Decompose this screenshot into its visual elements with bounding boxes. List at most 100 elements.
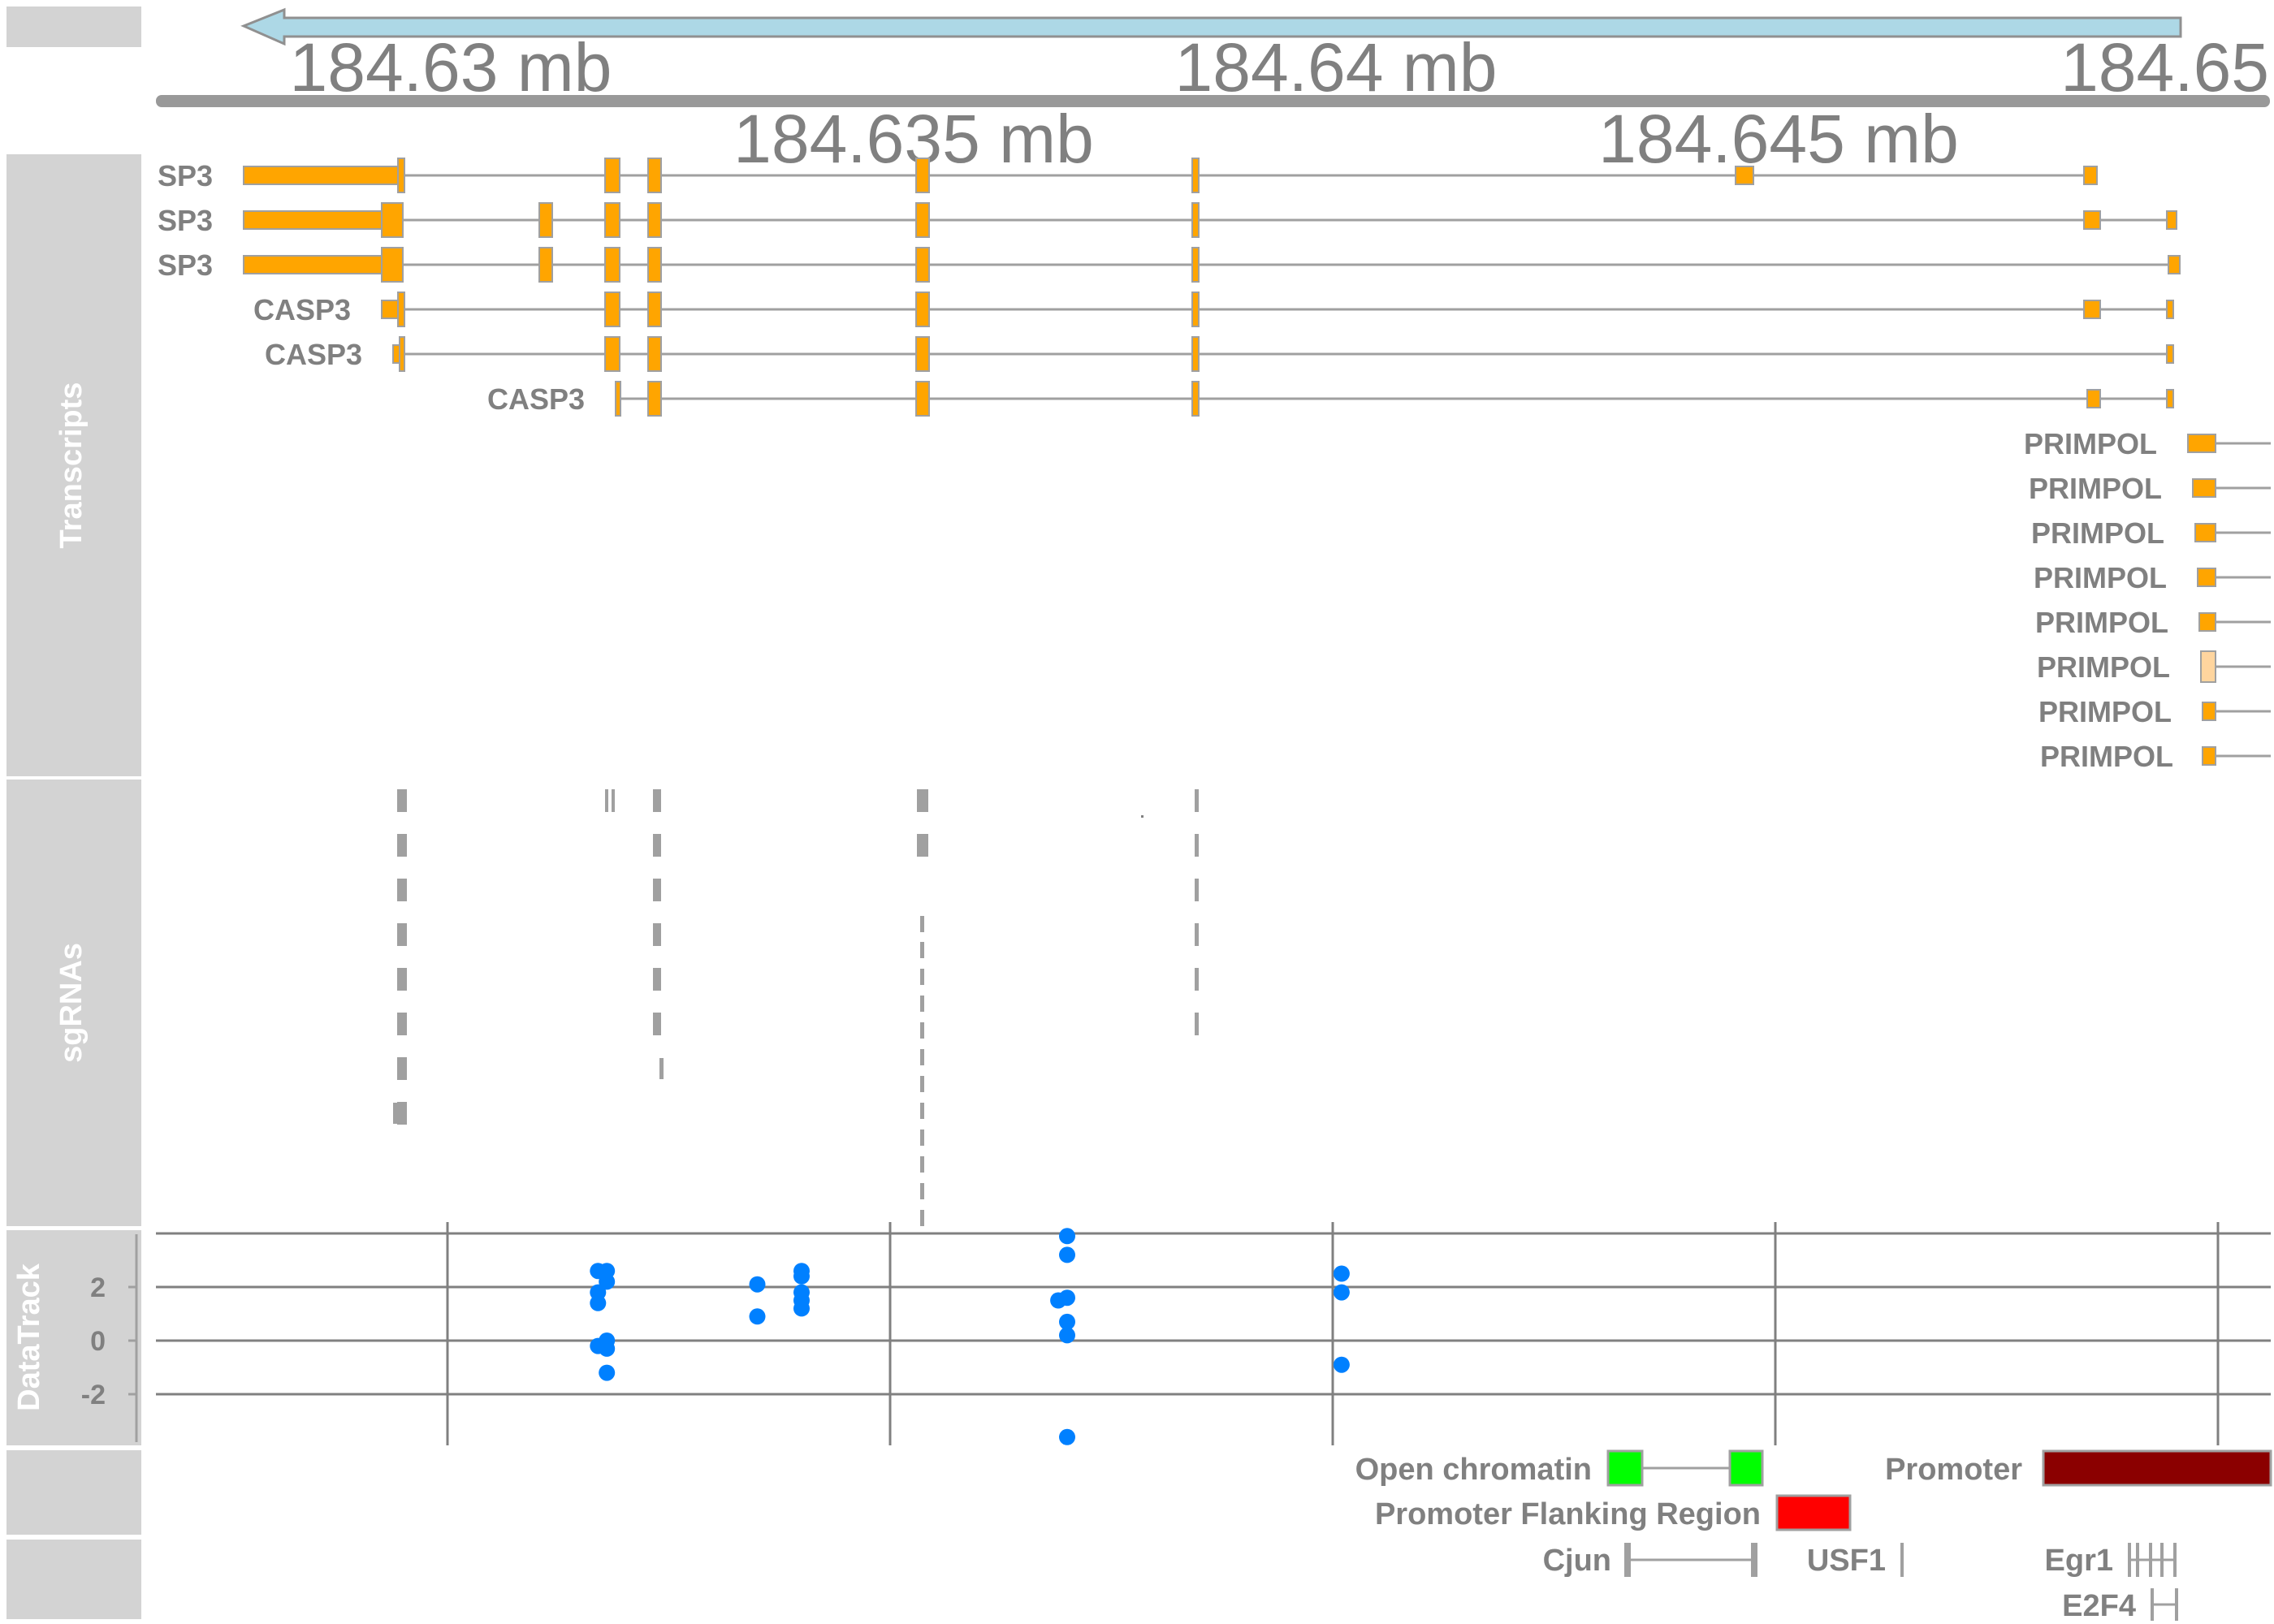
exon [915,381,930,417]
exon [1191,158,1200,193]
exon [915,158,930,193]
sgrna-mark [920,1049,924,1065]
regulatory-track: Open chromatin Promoter Promoter Flankin… [1355,1449,2272,1531]
data-point [793,1300,810,1317]
exon [604,202,620,238]
sgrna-mark [920,996,924,1012]
transcript-label: PRIMPOL [2034,561,2167,594]
exon [647,158,662,193]
exon [2166,210,2177,230]
exon [1191,202,1200,238]
sgrna-mark [920,1210,924,1226]
promoter-region [2042,1449,2272,1487]
transcript-label: PRIMPOL [2031,516,2164,550]
exon [647,292,662,327]
sgrna-mark [920,1076,924,1092]
data-point [599,1364,616,1381]
sgrna-mark [605,789,608,812]
exon [538,202,553,238]
exon [1191,292,1200,327]
axis-label-minor-2: 184.645 mb [1598,101,1959,177]
sgrna-track [393,789,1199,1226]
tf-label-cjun: Cjun [1543,1544,1611,1578]
sgrna-mark [1141,815,1143,818]
data-point [590,1294,607,1311]
transcript-label: PRIMPOL [2037,650,2170,684]
sgrna-mark [397,1013,407,1035]
data-point [1059,1228,1075,1245]
exon [2083,300,2101,319]
exon [647,202,662,238]
data-point [1059,1313,1075,1330]
sgrna-mark [653,923,661,946]
transcripts-title: Transcripts [54,382,89,549]
sgrna-mark [397,1102,407,1125]
sgrna-mark [653,968,661,991]
points-layer [590,1228,1350,1445]
axis-title-panel [6,6,141,47]
flanking-region-label: Promoter Flanking Region [1375,1497,1761,1531]
exon [397,158,405,193]
tf-sites-egr1 [2128,1543,2177,1577]
exon [604,158,620,193]
sgrna-mark [397,968,407,991]
sgrna-mark [1195,1013,1199,1035]
annotation-title-panel [6,1450,141,1535]
exon [2194,523,2216,542]
datatrack: 2 0 -2 [81,1222,2271,1445]
sgrna-mark [393,1103,397,1124]
exon [615,381,621,417]
exon [2202,746,2216,766]
open-chromatin-region [1606,1449,1644,1487]
sgrna-mark [920,1129,924,1146]
transcript-label: PRIMPOL [2038,695,2172,728]
exon [243,255,384,274]
exon [2197,568,2216,587]
exon [1191,247,1200,283]
axis-label-major-2: 184.64 mb [1175,29,1498,106]
datatrack-tick-label: -2 [81,1380,106,1410]
exon [2168,255,2181,274]
exon [1191,336,1200,372]
transcripts-track: SP3 SP3 SP3 [158,158,2271,773]
sgrnas-title-panel [6,780,141,1226]
transcript-primpol-1: PRIMPOL [2024,427,2271,460]
exon [604,336,620,372]
exon [2192,478,2216,498]
transcript-primpol-4: PRIMPOL [2034,561,2271,594]
axis-label-major-3: 184.65 [2060,29,2269,106]
data-point [793,1268,810,1285]
sgrna-mark [1195,789,1199,812]
exon [397,292,405,327]
exon [604,292,620,327]
sgrna-mark [920,916,924,932]
sgrna-mark [920,942,924,958]
sgrna-mark [920,1103,924,1119]
transcript-sp3-1: SP3 [158,158,2098,193]
transcript-casp3-3: CASP3 [487,381,2174,417]
tf-site [1751,1543,1757,1577]
data-point [599,1340,616,1357]
datatrack-tick-label: 2 [90,1272,106,1303]
transcript-casp3-1: CASP3 [253,292,2174,327]
exon [2166,344,2174,364]
data-point [1059,1246,1075,1263]
exon [604,247,620,283]
open-chromatin-label: Open chromatin [1355,1453,1592,1487]
sgrna-mark [1195,968,1199,991]
data-point [749,1308,766,1325]
transcript-casp3-2: CASP3 [265,336,2174,372]
transcript-label: PRIMPOL [2040,740,2173,773]
data-point [749,1276,766,1293]
exon [2083,166,2098,185]
data-point [1050,1292,1067,1309]
axis-label-minor-1: 184.635 mb [733,101,1094,177]
exon [381,202,404,238]
tf-track: Cjun USF1 Egr1 E2F4 [1543,1543,2178,1623]
data-point [1059,1428,1075,1445]
data-point [599,1273,616,1290]
sgrna-mark [397,834,407,857]
axis-label-major-1: 184.63 mb [290,29,612,106]
strand-arrow [240,7,2182,46]
flanking-region [1775,1494,1852,1531]
